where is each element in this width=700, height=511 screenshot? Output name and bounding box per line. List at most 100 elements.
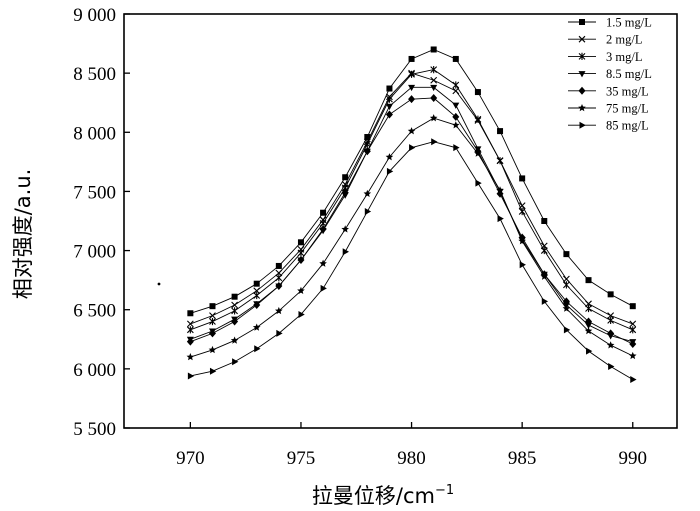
data-point [232,358,239,366]
data-point [386,167,394,175]
data-point [408,84,416,92]
data-point [585,277,592,284]
data-point [584,327,593,335]
data-point [474,149,482,157]
data-point [607,316,615,324]
data-point [607,291,614,298]
data-point [518,207,526,216]
data-point [562,304,571,312]
data-point [430,76,438,84]
x-tick-label: 990 [619,448,648,469]
data-point [497,215,504,223]
data-point [364,134,371,141]
x-axis-title-superscript: −1 [435,483,454,498]
data-point [320,209,327,216]
data-point [431,138,438,146]
data-point [363,189,372,198]
data-point [231,317,239,326]
legend-entry: 35 mg/L [568,84,649,98]
data-point [342,248,349,256]
data-point [519,261,526,269]
plot-frame [123,13,678,429]
data-point [297,286,305,295]
data-point [628,351,637,360]
data-point [429,114,438,122]
data-point [474,115,482,123]
data-point [452,121,460,129]
y-tick-label: 7 500 [73,182,116,203]
data-point [385,103,393,111]
data-point [475,179,482,187]
data-point [629,326,637,334]
data-point [319,225,327,234]
data-point [407,127,416,135]
legend-label: 2 mg/L [606,33,642,47]
data-point [275,306,283,315]
data-point [208,345,217,354]
legend-entry: 85 mg/L [568,119,649,133]
data-point [275,274,283,282]
x-tick-label: 985 [508,448,537,469]
data-point [430,46,437,53]
data-point [430,84,438,92]
legend-label: 75 mg/L [606,102,649,116]
series-1-5-mg-l [187,46,636,317]
data-point [186,326,194,334]
data-point [253,300,261,309]
data-point [386,85,393,92]
data-point [320,284,327,292]
data-point [541,218,548,224]
y-tick-label: 7 000 [73,242,116,263]
data-point [230,336,239,344]
data-point [231,307,238,315]
data-point [342,174,349,181]
series-line [190,117,633,358]
legend-marker [578,86,586,95]
data-point [452,112,460,121]
data-point [519,175,526,182]
legend-entry: 1.5 mg/L [568,16,652,30]
series-75-mg-l [186,114,637,361]
data-point [563,251,570,258]
data-point [453,144,460,152]
data-point [209,317,216,326]
series-line [190,141,633,380]
legend-marker [578,35,586,43]
data-point [540,246,548,255]
x-tick-label: 980 [397,448,426,469]
data-point [585,317,593,326]
legend-entry: 75 mg/L [568,102,649,116]
data-point [408,95,416,104]
legend-label: 8.5 mg/L [606,67,652,81]
data-point [629,320,637,328]
legend-entry: 8.5 mg/L [568,67,652,81]
data-point [563,281,570,289]
data-point [430,65,438,74]
data-point [297,239,304,246]
data-point [341,225,349,233]
x-axis-title: 拉曼位移/cm−1 [312,483,454,508]
data-point [209,303,216,310]
data-point [319,259,327,267]
data-point [209,312,216,320]
data-point [297,256,305,265]
data-point [186,353,195,361]
legend-label: 3 mg/L [606,50,642,64]
series-2-mg-l [186,69,637,328]
data-point [452,55,459,62]
data-point [585,322,593,329]
y-tick-label: 5 500 [73,419,116,440]
data-point [253,280,260,287]
legend-marker [578,52,586,60]
y-tick-label: 8 500 [73,64,116,85]
y-axis-title: 相对强度/a.u. [11,169,35,300]
data-point [629,303,636,310]
data-point [298,310,305,318]
data-point [385,110,393,119]
data-point [297,249,305,257]
data-point [276,329,283,337]
data-point [408,55,415,62]
data-point [186,320,194,328]
data-point [363,140,371,148]
